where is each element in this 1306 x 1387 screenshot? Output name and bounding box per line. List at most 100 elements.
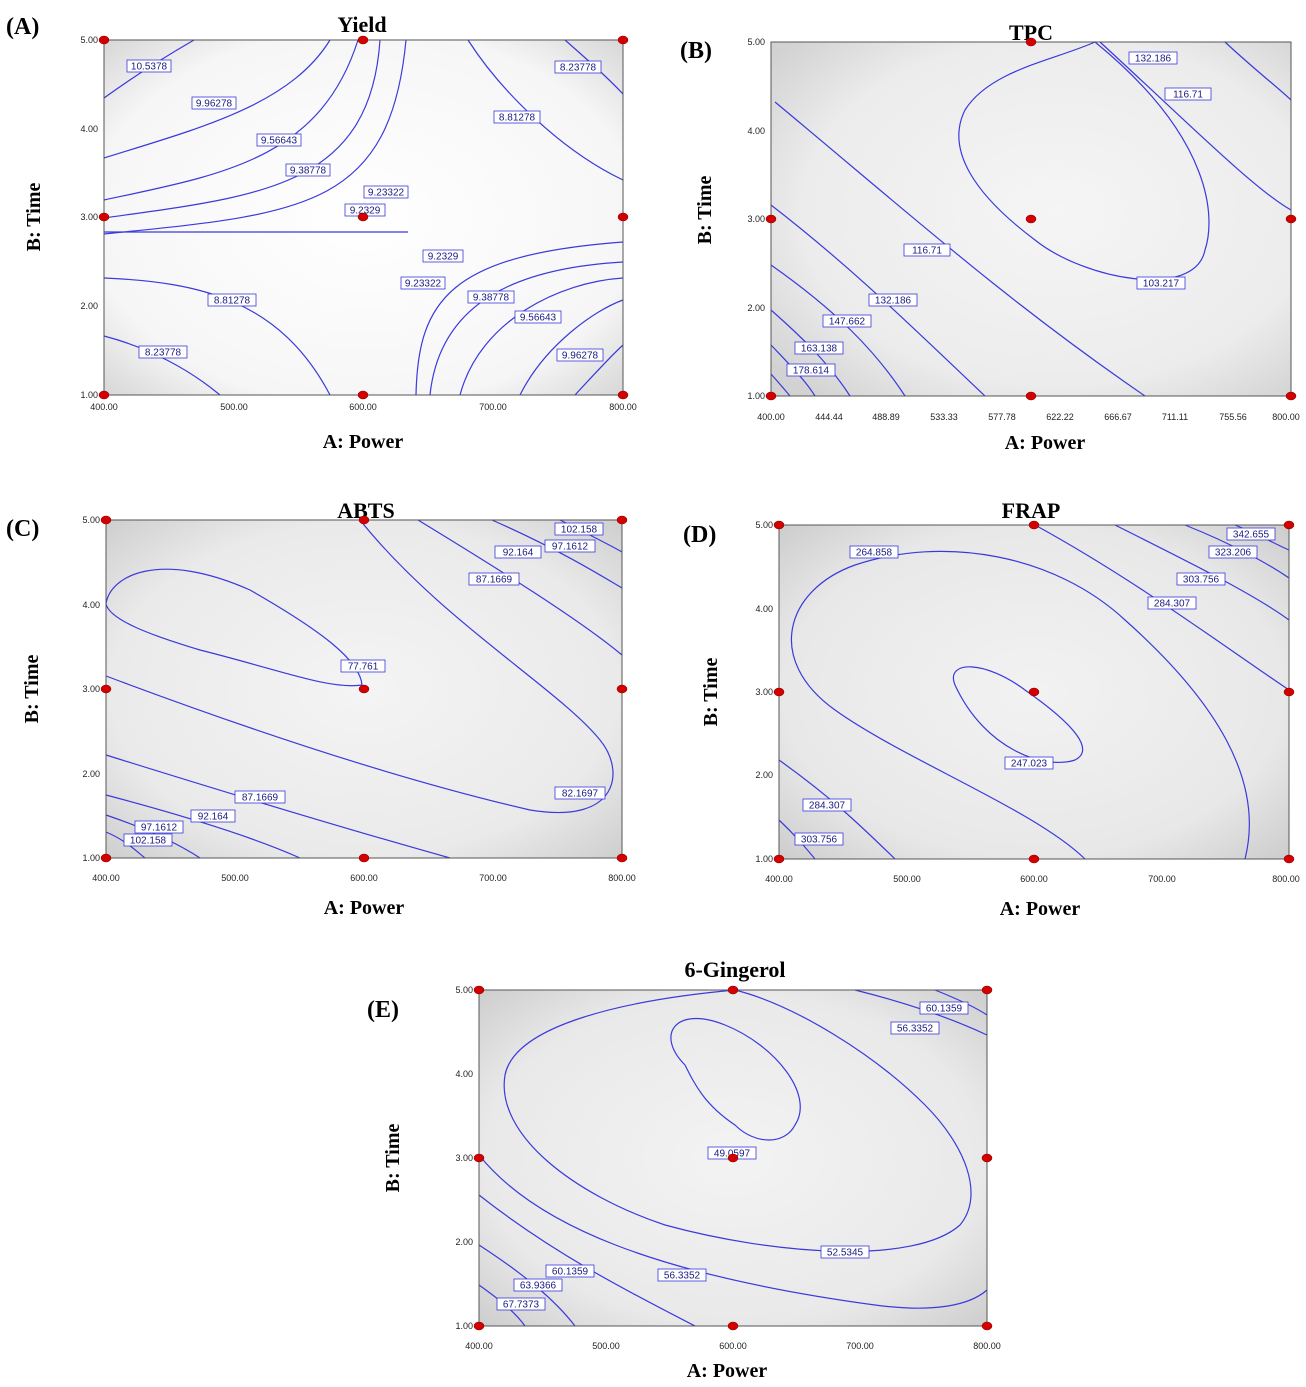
contour-label: 10.5378 — [126, 59, 172, 73]
x-tick-label: 400.00 — [465, 1341, 493, 1351]
panel-e: (E) 6-Gingerol 60.1359 56.3352 49.0597 5… — [355, 945, 1006, 1387]
svg-text:9.23322: 9.23322 — [368, 188, 405, 199]
x-tick-label: 600.00 — [1020, 874, 1048, 884]
svg-text:67.7373: 67.7373 — [503, 1300, 540, 1311]
contour-line — [670, 1017, 801, 1141]
svg-text:56.3352: 56.3352 — [897, 1024, 934, 1035]
svg-text:87.1669: 87.1669 — [476, 575, 513, 586]
panel-letter: (B) — [680, 38, 712, 64]
contour-label: 147.662 — [822, 314, 872, 328]
x-tick-label: 500.00 — [592, 1341, 620, 1351]
svg-text:8.23778: 8.23778 — [560, 63, 597, 74]
design-point — [357, 212, 369, 222]
contour-line — [790, 550, 1250, 860]
plot-title: FRAP — [1002, 498, 1061, 523]
design-point — [1028, 854, 1040, 864]
svg-text:60.1359: 60.1359 — [926, 1004, 963, 1015]
panel-c-svg: (C) ABTS 102.158 97.1612 92.164 87.1669 … — [6, 498, 636, 919]
contour-line — [417, 519, 623, 656]
contour-label: 97.1612 — [134, 820, 184, 834]
contour-line — [105, 794, 301, 859]
svg-text:132.186: 132.186 — [875, 296, 912, 307]
design-point — [981, 1153, 993, 1163]
contour-label: 102.158 — [123, 833, 173, 847]
design-point — [473, 1321, 485, 1331]
contour-label: 8.81278 — [207, 293, 257, 307]
svg-text:92.164: 92.164 — [503, 548, 534, 559]
x-tick-label: 700.00 — [479, 873, 507, 883]
panel-letter: (E) — [367, 997, 399, 1023]
svg-text:323.206: 323.206 — [1215, 548, 1252, 559]
contour-label: 92.164 — [494, 545, 542, 559]
contour-label: 9.38778 — [285, 163, 331, 177]
svg-text:284.307: 284.307 — [1154, 599, 1191, 610]
design-point — [98, 390, 110, 400]
contour-line — [103, 39, 359, 201]
design-point — [617, 35, 629, 45]
contour-label: 87.1669 — [468, 572, 520, 586]
contour-label: 8.23778 — [138, 345, 188, 359]
svg-text:9.56643: 9.56643 — [261, 136, 298, 147]
contour-line — [1224, 41, 1292, 101]
contour-label: 116.71 — [903, 243, 951, 257]
x-tick-label: 700.00 — [846, 1341, 874, 1351]
y-tick-label: 3.00 — [747, 214, 765, 224]
contour-label: 8.23778 — [554, 60, 602, 74]
design-point — [617, 390, 629, 400]
svg-text:63.9366: 63.9366 — [520, 1281, 557, 1292]
svg-text:116.71: 116.71 — [912, 246, 942, 257]
design-point — [616, 684, 628, 694]
plot-title: Yield — [337, 12, 386, 37]
y-tick-label: 5.00 — [455, 985, 473, 995]
contour-label: 178.614 — [786, 363, 836, 377]
x-axis-label: A: Power — [323, 431, 404, 453]
contour-line — [105, 568, 363, 687]
design-point — [358, 515, 370, 525]
svg-text:10.5378: 10.5378 — [131, 62, 168, 73]
y-tick-label: 3.00 — [80, 212, 98, 222]
x-tick-label: 600.00 — [350, 873, 378, 883]
x-tick-label: 400.00 — [757, 412, 785, 422]
design-point — [727, 1321, 739, 1331]
contour-label: 102.158 — [554, 522, 604, 536]
x-tick-label: 666.67 — [1104, 412, 1132, 422]
y-axis-label: B: Time — [21, 655, 43, 724]
y-tick-label: 4.00 — [747, 126, 765, 136]
contour-label: 303.756 — [1176, 572, 1226, 586]
contour-line — [415, 241, 624, 396]
contour-label: 63.9366 — [513, 1278, 563, 1292]
design-point — [1025, 37, 1037, 47]
x-axis-label: A: Power — [324, 897, 405, 919]
svg-text:9.56643: 9.56643 — [520, 313, 557, 324]
design-point — [1285, 214, 1297, 224]
y-tick-label: 4.00 — [455, 1069, 473, 1079]
svg-text:303.756: 303.756 — [801, 835, 838, 846]
x-tick-label: 500.00 — [893, 874, 921, 884]
y-tick-label: 1.00 — [82, 853, 100, 863]
design-point — [100, 515, 112, 525]
contour-label: 67.7373 — [496, 1297, 546, 1311]
svg-text:56.3352: 56.3352 — [664, 1271, 701, 1282]
svg-text:8.81278: 8.81278 — [499, 113, 536, 124]
contour-line — [103, 335, 221, 396]
contour-label: 56.3352 — [890, 1021, 940, 1035]
x-tick-label: 500.00 — [221, 873, 249, 883]
contour-line — [770, 373, 791, 397]
panel-d-svg: (D) FRAP 264.858 342.655 323.206 303.756… — [683, 498, 1300, 920]
contour-line — [105, 519, 614, 814]
svg-text:303.756: 303.756 — [1183, 575, 1220, 586]
design-point — [357, 390, 369, 400]
svg-text:147.662: 147.662 — [829, 317, 866, 328]
svg-text:163.138: 163.138 — [801, 344, 838, 355]
y-tick-label: 4.00 — [755, 604, 773, 614]
y-tick-label: 3.00 — [82, 684, 100, 694]
contour-label: 9.38778 — [467, 290, 515, 304]
design-point — [1283, 687, 1295, 697]
design-point — [773, 687, 785, 697]
design-point — [616, 515, 628, 525]
x-tick-label: 700.00 — [479, 402, 507, 412]
design-point — [617, 212, 629, 222]
design-point — [727, 985, 739, 995]
contour-label: 103.217 — [1136, 276, 1186, 290]
x-tick-label: 400.00 — [765, 874, 793, 884]
